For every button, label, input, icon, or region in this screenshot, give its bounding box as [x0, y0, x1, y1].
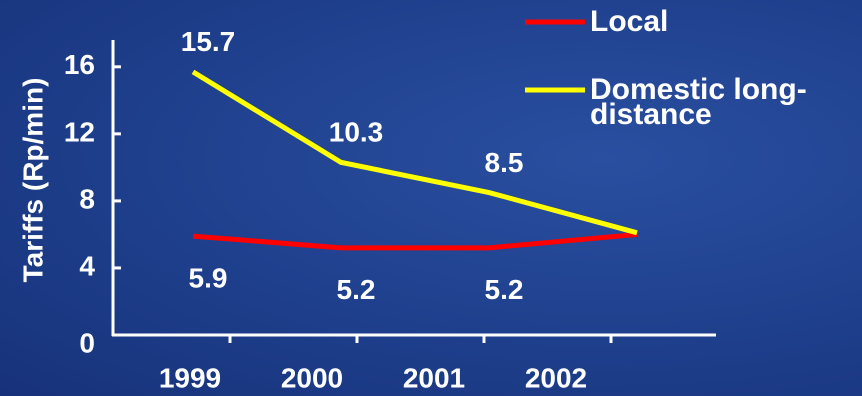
y-tick-label: 8: [79, 183, 95, 214]
data-label: 15.7: [181, 26, 236, 57]
data-label: 5.2: [337, 274, 376, 305]
data-label: 8.5: [485, 147, 524, 178]
data-label: 5.9: [189, 262, 228, 293]
legend-label: Local: [590, 5, 669, 38]
y-tick-label: 12: [64, 116, 95, 147]
y-tick-label: 0: [79, 327, 95, 358]
line: [191, 69, 638, 236]
x-tick-label: 2002: [525, 362, 587, 393]
y-tick-label: 16: [64, 49, 95, 80]
y-axis-label: Tariffs (Rp/min): [17, 78, 48, 283]
data-label: 5.2: [485, 274, 524, 305]
x-tick-label: 1999: [159, 362, 221, 393]
x-tick-label: 2001: [403, 362, 465, 393]
data-label: 10.3: [329, 117, 384, 148]
y-tick-label: 4: [79, 250, 95, 281]
x-tick-label: 2000: [281, 362, 343, 393]
legend-label: Domestic long-distance: [590, 73, 807, 131]
line: [192, 231, 638, 251]
